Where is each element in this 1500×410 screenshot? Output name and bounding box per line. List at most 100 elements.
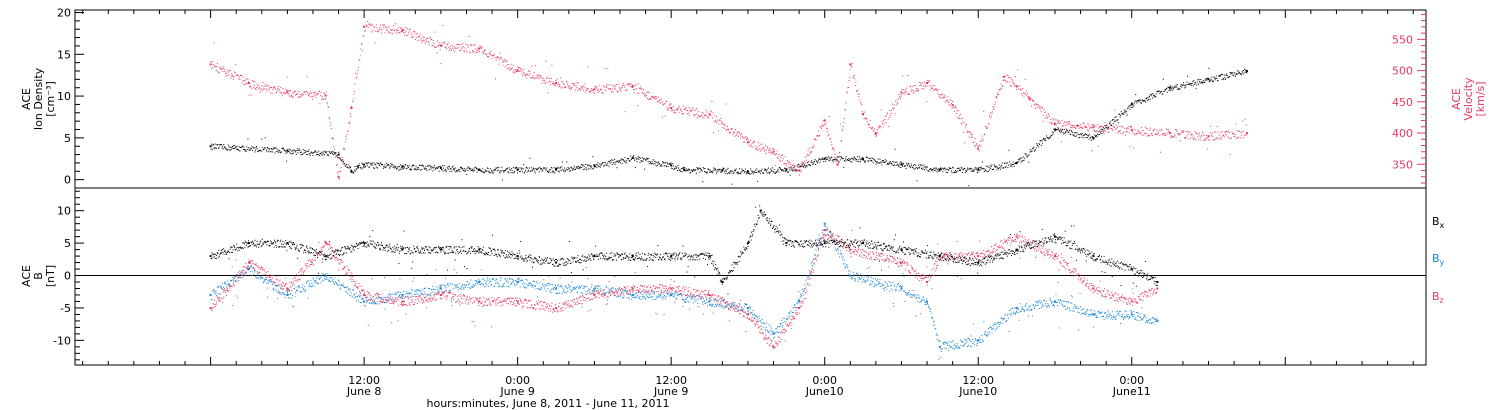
- velocity-point: [699, 116, 701, 118]
- density-tick-label: 5: [64, 132, 71, 145]
- density-point: [785, 170, 787, 172]
- velocity-point: [393, 25, 395, 27]
- density-point: [766, 169, 768, 171]
- velocity-point: [388, 32, 390, 34]
- by-point: [518, 280, 520, 282]
- velocity-point: [665, 100, 667, 102]
- density-point: [797, 166, 799, 168]
- density-point: [523, 172, 525, 174]
- by-point: [596, 290, 598, 292]
- velocity-point: [992, 106, 994, 108]
- density-point: [229, 149, 231, 151]
- by-point: [515, 279, 517, 281]
- density-point: [1231, 73, 1233, 75]
- velocity-point: [238, 76, 240, 78]
- velocity-point: [1026, 95, 1028, 97]
- by-point: [566, 286, 568, 288]
- density-point: [1146, 97, 1148, 99]
- density-point: [554, 172, 556, 174]
- by-point: [610, 288, 612, 290]
- velocity-point: [591, 89, 593, 91]
- density-point: [963, 169, 965, 171]
- velocity-point: [1090, 127, 1092, 129]
- velocity-point: [524, 74, 526, 76]
- by-point: [216, 294, 218, 296]
- density-point: [968, 185, 970, 187]
- density-point: [1120, 114, 1122, 116]
- velocity-point: [409, 28, 411, 30]
- density-point: [1010, 164, 1012, 166]
- by-point: [607, 287, 609, 289]
- velocity-point: [338, 178, 340, 180]
- density-point: [1226, 74, 1228, 76]
- density-point: [693, 169, 695, 171]
- velocity-point: [659, 100, 661, 102]
- velocity-point: [1116, 126, 1118, 128]
- density-point: [836, 159, 838, 161]
- velocity-point: [587, 87, 589, 89]
- by-point: [660, 291, 662, 293]
- velocity-point: [383, 24, 385, 26]
- by-point: [287, 290, 289, 292]
- density-point: [1136, 102, 1138, 104]
- density-point: [737, 171, 739, 173]
- velocity-point: [630, 83, 632, 85]
- velocity-point: [1139, 132, 1141, 134]
- density-point: [1038, 142, 1040, 144]
- density-point: [1089, 136, 1091, 138]
- velocity-point: [782, 154, 784, 156]
- velocity-point: [284, 92, 286, 94]
- density-point: [1106, 128, 1108, 130]
- density-point: [213, 147, 215, 149]
- by-point: [551, 291, 553, 293]
- by-point: [719, 298, 721, 300]
- density-point: [1143, 99, 1145, 101]
- velocity-point: [695, 109, 697, 111]
- velocity-point: [686, 110, 688, 112]
- by-point: [697, 298, 699, 300]
- by-point: [423, 290, 425, 292]
- velocity-point: [842, 125, 844, 127]
- by-point: [624, 290, 626, 292]
- density-point: [868, 160, 870, 162]
- by-point: [536, 282, 538, 284]
- velocity-point: [1161, 134, 1163, 136]
- velocity-point: [1162, 133, 1164, 135]
- density-point: [274, 152, 276, 154]
- velocity-point: [1193, 137, 1195, 139]
- velocity-point: [421, 41, 423, 43]
- density-point: [641, 160, 643, 162]
- velocity-point: [733, 131, 735, 133]
- density-point: [804, 167, 806, 169]
- by-point: [600, 288, 602, 290]
- density-point: [1205, 78, 1207, 80]
- by-point: [514, 285, 516, 287]
- by-point: [507, 281, 509, 283]
- velocity-point: [718, 119, 720, 121]
- density-point: [705, 171, 707, 173]
- velocity-point: [359, 55, 361, 57]
- velocity-point: [1064, 121, 1066, 123]
- velocity-point: [496, 56, 498, 58]
- density-point: [617, 160, 619, 162]
- by-point: [386, 301, 388, 303]
- density-point: [662, 162, 664, 164]
- density-point: [1102, 128, 1104, 130]
- by-point: [648, 296, 650, 298]
- velocity-point: [218, 72, 220, 74]
- density-point: [1046, 137, 1048, 139]
- density-point: [470, 169, 472, 171]
- velocity-point: [902, 75, 904, 77]
- velocity-point: [452, 49, 454, 51]
- by-point: [581, 306, 583, 308]
- density-point: [494, 168, 496, 170]
- velocity-point: [808, 147, 810, 149]
- density-point: [626, 158, 628, 160]
- velocity-point: [1241, 134, 1243, 136]
- by-point: [475, 280, 477, 282]
- density-point: [504, 170, 506, 172]
- velocity-point: [807, 150, 809, 152]
- by-point: [272, 288, 274, 290]
- density-point: [1153, 94, 1155, 96]
- density-point: [242, 148, 244, 150]
